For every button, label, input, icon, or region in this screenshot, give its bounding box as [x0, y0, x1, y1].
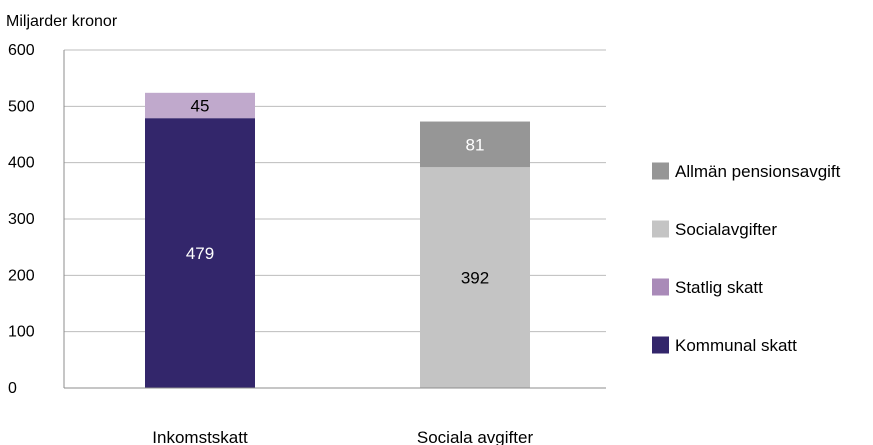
- bar-kommunal-skatt-inkomstskatt: [145, 118, 255, 388]
- category-label-sociala-avgifter: Sociala avgifter: [417, 428, 534, 445]
- data-labels: 479 45 392 81: [186, 96, 489, 287]
- y-tick-label: 300: [8, 211, 35, 228]
- data-label-socialavgifter-sociala-avgifter: 392: [461, 269, 489, 288]
- y-axis-ticks: 0 100 200 300 400 500 600: [8, 42, 35, 397]
- legend-label-socialavgifter: Socialavgifter: [675, 220, 777, 239]
- bar-allman-pensionsavgift-sociala-avgifter: [420, 121, 530, 168]
- y-tick-label: 0: [8, 380, 17, 397]
- legend-swatch-allman-pensionsavgift: [652, 162, 669, 180]
- data-label-kommunal-skatt-inkomstskatt: 479: [186, 244, 214, 263]
- y-axis-label: Miljarder kronor: [6, 13, 118, 30]
- legend-swatch-socialavgifter: [652, 220, 669, 238]
- legend-label-kommunal-skatt: Kommunal skatt: [675, 336, 797, 355]
- data-label-allman-pensionsavgift-sociala-avgifter: 81: [466, 135, 485, 154]
- data-label-statlig-skatt-inkomstskatt: 45: [191, 96, 210, 115]
- legend-label-allman-pensionsavgift: Allmän pensionsavgift: [675, 162, 841, 181]
- y-tick-label: 600: [8, 42, 35, 59]
- bar-statlig-skatt-inkomstskatt: [145, 92, 255, 119]
- y-tick-label: 100: [8, 324, 35, 341]
- y-tick-label: 200: [8, 267, 35, 284]
- y-tick-label: 500: [8, 98, 35, 115]
- y-tick-label: 400: [8, 155, 35, 172]
- legend: Allmän pensionsavgift Socialavgifter Statl…: [652, 162, 841, 355]
- x-axis-categories: Inkomstskatt Sociala avgifter: [152, 428, 533, 445]
- legend-swatch-kommunal-skatt: [652, 336, 669, 354]
- legend-label-statlig-skatt: Statlig skatt: [675, 278, 763, 297]
- bars: [145, 92, 530, 388]
- category-label-inkomstskatt: Inkomstskatt: [152, 428, 248, 445]
- bar-socialavgifter-sociala-avgifter: [420, 167, 530, 388]
- legend-swatch-statlig-skatt: [652, 278, 669, 296]
